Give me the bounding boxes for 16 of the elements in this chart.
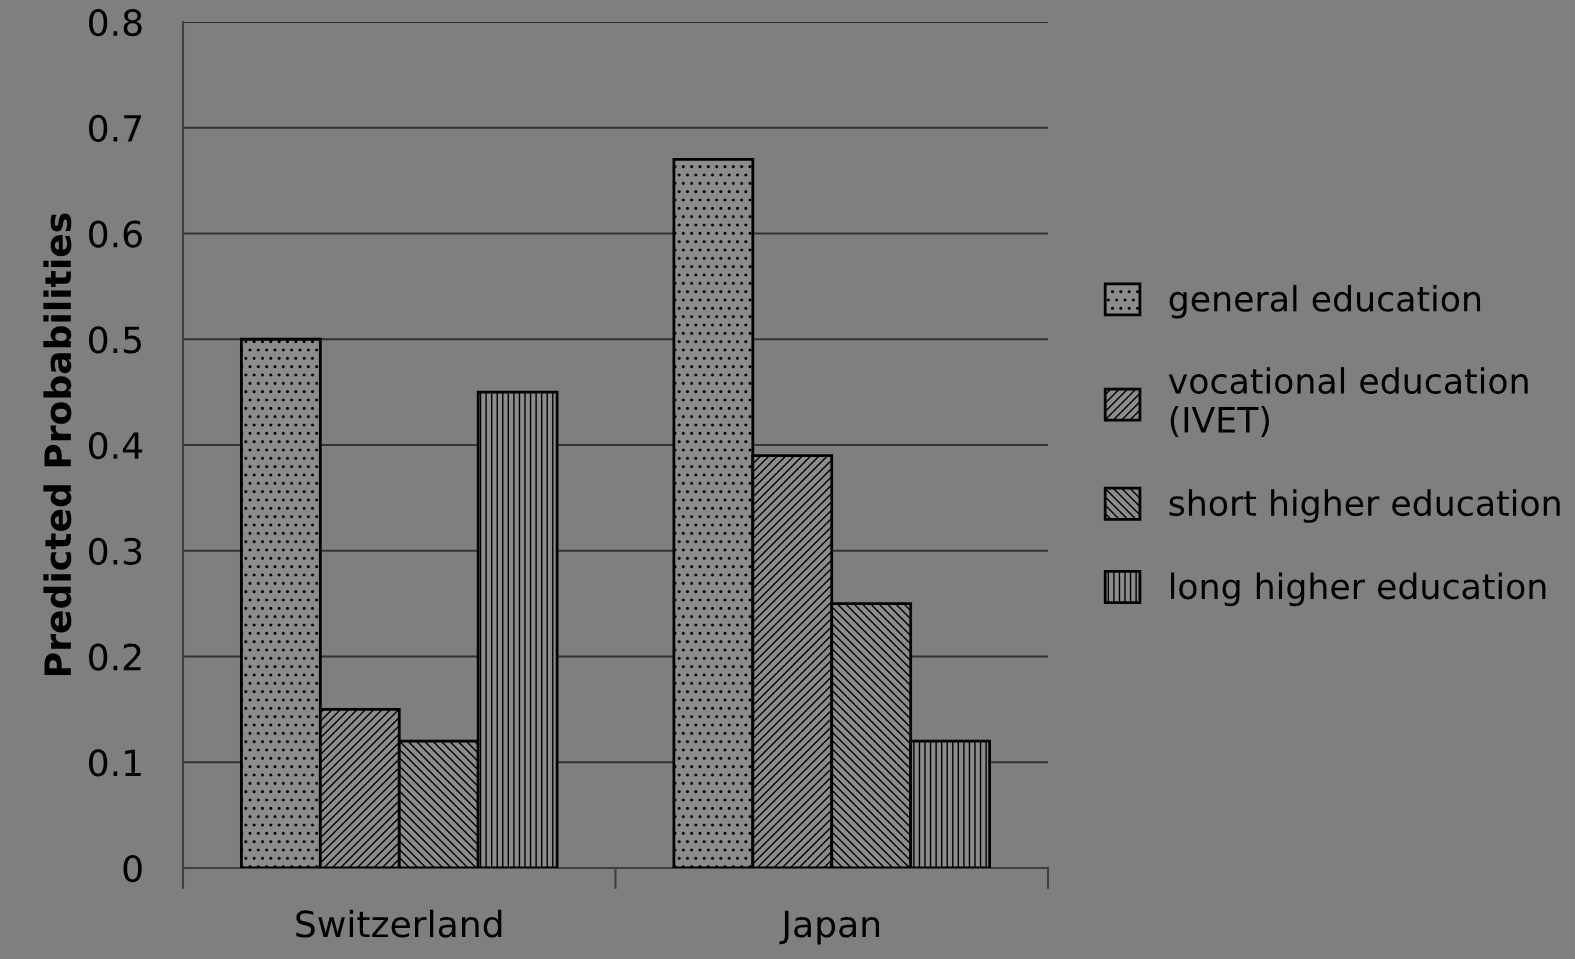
legend-label: general education xyxy=(1169,284,1481,319)
y-tick-label: 0.5 xyxy=(89,326,141,354)
y-tick-label: 0.2 xyxy=(89,643,141,671)
legend-label: short higher education xyxy=(1169,489,1560,523)
y-tick-label: 0.8 xyxy=(89,8,142,37)
y-axis-title: Predicted Probabilities xyxy=(43,213,72,675)
y-tick-label: 0 xyxy=(123,854,142,883)
y-tick-label: 0.1 xyxy=(89,749,141,777)
y-tick-label: 0.6 xyxy=(89,220,142,248)
y-tick-label: 0.3 xyxy=(89,537,142,565)
x-tick-label: Switzerland xyxy=(296,909,502,938)
legend-label: vocational education (IVET) xyxy=(1168,367,1528,437)
legend-label: long higher education xyxy=(1170,572,1546,607)
x-tick-label: Japan xyxy=(779,910,880,945)
y-tick-label: 0.4 xyxy=(89,431,143,460)
y-tick-label: 0.7 xyxy=(89,114,142,142)
